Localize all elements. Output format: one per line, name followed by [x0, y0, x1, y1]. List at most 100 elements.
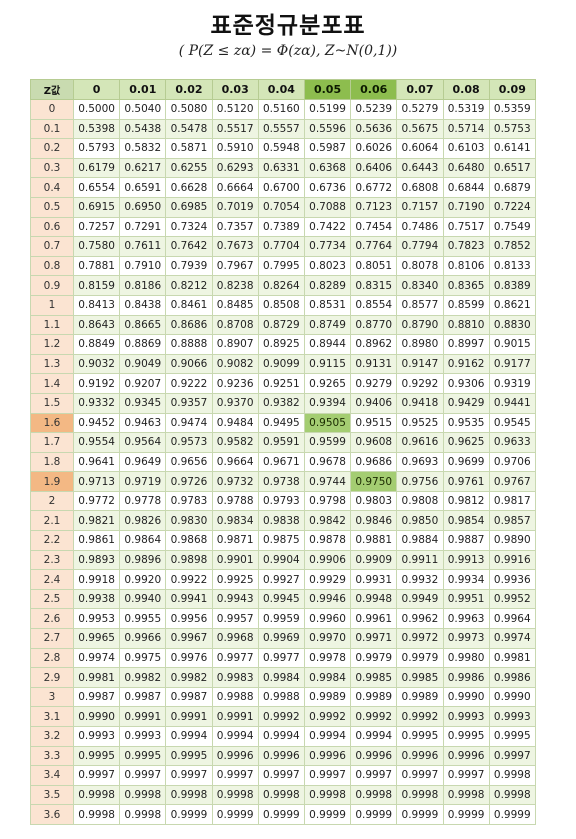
- probability-cell: 0.9719: [119, 471, 167, 492]
- probability-cell: 0.8365: [442, 275, 490, 296]
- probability-cell: 0.9984: [257, 667, 305, 688]
- probability-cell: 0.9913: [442, 549, 490, 571]
- probability-cell: 0.9964: [488, 608, 536, 630]
- probability-cell: 0.7224: [488, 196, 536, 218]
- probability-cell: 0.7704: [257, 236, 305, 257]
- probability-cell: 0.7517: [442, 216, 490, 238]
- probability-cell: 0.9441: [488, 392, 536, 414]
- probability-cell: 0.9319: [488, 373, 536, 394]
- probability-cell: 0.9998: [488, 765, 536, 786]
- probability-cell: 0.9999: [350, 804, 398, 825]
- probability-cell: 0.9961: [350, 608, 398, 630]
- probability-cell: 0.9920: [119, 569, 167, 590]
- probability-cell: 0.8159: [72, 275, 121, 296]
- probability-cell: 0.5517: [211, 118, 259, 140]
- probability-cell: 0.9997: [350, 765, 398, 786]
- probability-cell: 0.8106: [442, 255, 490, 277]
- probability-cell: 0.9896: [119, 549, 167, 571]
- probability-cell: 0.9573: [165, 432, 213, 453]
- probability-cell: 0.9871: [211, 530, 259, 551]
- probability-cell: 0.9893: [72, 549, 121, 571]
- probability-cell: 0.9987: [119, 686, 167, 708]
- probability-cell: 0.9726: [165, 471, 213, 492]
- probability-cell: 0.9951: [442, 588, 490, 610]
- probability-cell: 0.9664: [211, 451, 259, 473]
- probability-cell: 0.6700: [257, 177, 305, 198]
- probability-cell: 0.9484: [211, 412, 259, 434]
- probability-cell: 0.9015: [488, 334, 536, 355]
- probability-cell: 0.9591: [257, 432, 305, 453]
- probability-cell: 0.9995: [165, 745, 213, 767]
- table-row: 0.4 0.6554 0.6591 0.6628 0.6664 0.6700 0.6736 0…: [30, 177, 536, 198]
- probability-cell: 0.8554: [350, 294, 398, 316]
- probability-cell: 0.9997: [396, 765, 444, 786]
- z-value-cell: 1.9: [30, 471, 74, 492]
- probability-cell: 0.8770: [350, 314, 398, 336]
- probability-cell: 0.9996: [257, 745, 305, 767]
- probability-cell: 0.9656: [165, 451, 213, 473]
- formula-caption: ( P(Z ≤ zα) = Φ(zα), Z~N(0,1)): [178, 43, 398, 59]
- probability-cell: 0.9929: [303, 569, 352, 590]
- probability-cell: 0.9846: [350, 510, 398, 532]
- probability-cell: 0.8389: [488, 275, 536, 296]
- probability-cell: 0.9997: [488, 745, 536, 767]
- probability-cell: 0.9974: [488, 628, 536, 649]
- probability-cell: 0.5000: [72, 99, 121, 120]
- probability-cell: 0.7764: [350, 236, 398, 257]
- probability-cell: 0.8212: [165, 275, 213, 296]
- probability-cell: 0.9868: [165, 530, 213, 551]
- probability-cell: 0.9957: [211, 608, 259, 630]
- probability-cell: 0.9989: [350, 686, 398, 708]
- probability-cell: 0.6985: [165, 196, 213, 218]
- probability-cell: 0.9992: [303, 706, 352, 727]
- probability-cell: 0.9767: [488, 471, 536, 492]
- probability-cell: 0.6406: [350, 157, 398, 179]
- probability-cell: 0.9177: [488, 353, 536, 375]
- probability-cell: 0.5080: [165, 99, 213, 120]
- probability-cell: 0.9192: [72, 373, 121, 394]
- z-value-cell: 1.1: [30, 314, 74, 336]
- probability-cell: 0.9969: [257, 628, 305, 649]
- probability-cell: 0.9495: [257, 412, 305, 434]
- probability-cell: 0.9998: [119, 784, 167, 806]
- probability-cell: 0.5832: [119, 138, 167, 159]
- table-row: 3.6 0.9998 0.9998 0.9999 0.9999 0.9999 0.9999 0…: [30, 804, 536, 825]
- column-header: 0: [72, 79, 121, 100]
- z-value-cell: 2.3: [30, 549, 74, 571]
- probability-cell: 0.7123: [350, 196, 398, 218]
- probability-cell: 0.9699: [442, 451, 490, 473]
- column-header: 0.07: [396, 79, 444, 100]
- probability-cell: 0.9934: [442, 569, 490, 590]
- probability-cell: 0.9993: [72, 726, 121, 747]
- probability-cell: 0.9545: [488, 412, 536, 434]
- probability-cell: 0.9251: [257, 373, 305, 394]
- table-row: 0.9 0.8159 0.8186 0.8212 0.8238 0.8264 0.8289 0…: [30, 275, 536, 296]
- probability-cell: 0.8810: [442, 314, 490, 336]
- table-body: 0 0.5000 0.5040 0.5080 0.5120 0.5160 0.5199 0.5…: [30, 99, 536, 825]
- table-row: 0.7 0.7580 0.7611 0.7642 0.7673 0.7704 0.7734 0…: [30, 236, 536, 257]
- z-value-cell: 3.5: [30, 784, 74, 806]
- table-row: 3.4 0.9997 0.9997 0.9997 0.9997 0.9997 0.9997 0…: [30, 765, 536, 786]
- probability-cell: 0.9279: [350, 373, 398, 394]
- probability-cell: 0.9994: [303, 726, 352, 747]
- probability-cell: 0.9972: [396, 628, 444, 649]
- table-row: 1.3 0.9032 0.9049 0.9066 0.9082 0.9099 0.9115 0…: [30, 353, 536, 375]
- probability-cell: 0.7580: [72, 236, 121, 257]
- probability-cell: 0.9992: [396, 706, 444, 727]
- z-value-cell: 1.3: [30, 353, 74, 375]
- probability-cell: 0.5948: [257, 138, 305, 159]
- z-value-cell: 0.5: [30, 196, 74, 218]
- probability-cell: 0.9864: [119, 530, 167, 551]
- probability-cell: 0.9979: [350, 647, 398, 669]
- probability-cell: 0.5714: [442, 118, 490, 140]
- probability-cell: 0.8621: [488, 294, 536, 316]
- probability-cell: 0.7995: [257, 255, 305, 277]
- probability-cell: 0.9980: [442, 647, 490, 669]
- probability-cell: 0.9990: [72, 706, 121, 727]
- probability-cell: 0.8315: [350, 275, 398, 296]
- probability-cell: 0.9998: [119, 804, 167, 825]
- probability-cell: 0.9990: [488, 686, 536, 708]
- column-header: 0.01: [119, 79, 167, 100]
- probability-cell: 0.9850: [396, 510, 444, 532]
- probability-cell: 0.8078: [396, 255, 444, 277]
